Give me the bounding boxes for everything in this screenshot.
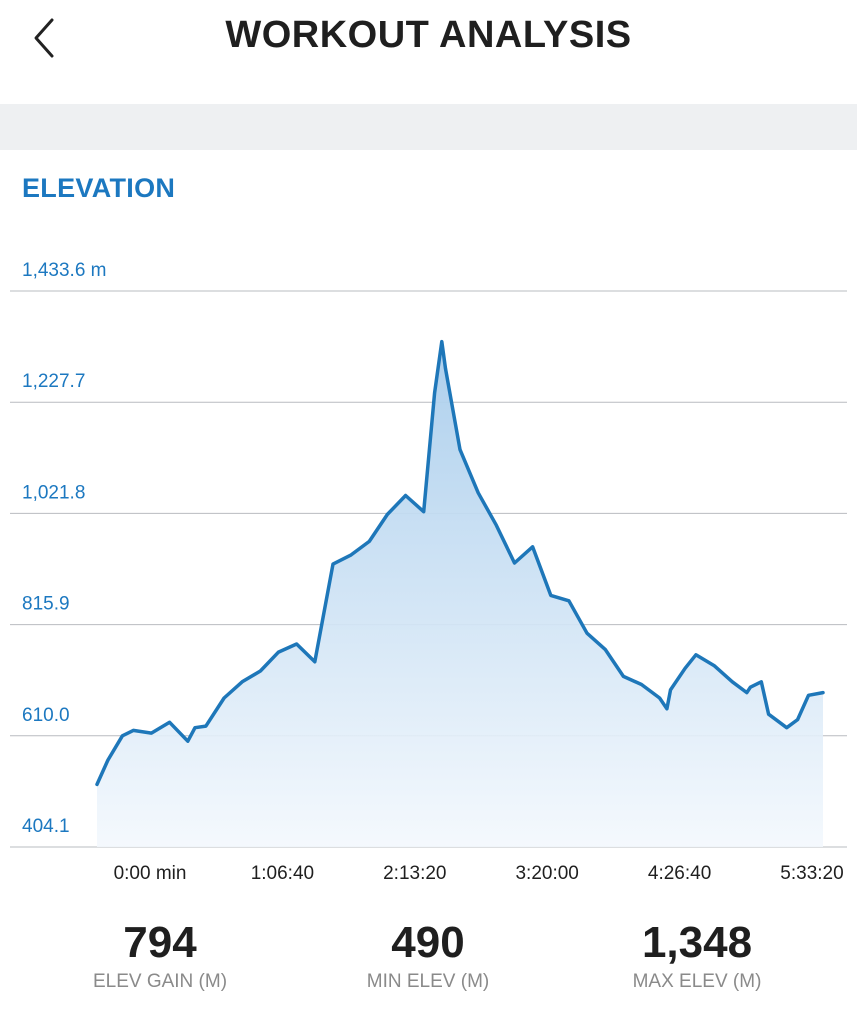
y-tick-label: 1,433.6 m (22, 260, 107, 281)
stat-max-elev-label: MAX ELEV (M) (632, 971, 762, 992)
back-button[interactable] (22, 14, 66, 62)
stat-elev-gain-value: 794 (123, 918, 197, 967)
app-header: WORKOUT ANALYSIS (0, 0, 857, 104)
x-tick-label: 1:06:40 (251, 863, 314, 884)
x-tick-label: 4:26:40 (648, 863, 711, 884)
stat-max-elev: 1,348 MAX ELEV (M) (587, 918, 807, 994)
elevation-line (95, 339, 825, 787)
y-tick-label: 404.1 (22, 816, 70, 837)
x-tick-label: 0:00 min (114, 863, 187, 884)
y-tick-label: 815.9 (22, 594, 70, 615)
x-tick-label: 2:13:20 (383, 863, 446, 884)
section-title-elevation: ELEVATION (22, 173, 176, 203)
chevron-left-icon (34, 18, 54, 58)
stat-min-elev-value: 490 (391, 918, 465, 967)
x-tick-label: 5:33:20 (780, 863, 843, 884)
stat-max-elev-value: 1,348 (641, 918, 753, 967)
y-tick-label: 1,021.8 (22, 482, 85, 503)
divider-band (0, 104, 857, 150)
elevation-area (97, 341, 823, 847)
stat-min-elev-label: MIN ELEV (M) (366, 971, 490, 992)
elevation-chart: 1,433.6 m 1,227.7 1,021.8 815.9 610.0 404.1 0:… (10, 260, 847, 884)
y-tick-label: 610.0 (22, 705, 70, 726)
y-tick-label: 1,227.7 (22, 371, 85, 392)
page-title: WORKOUT ANALYSIS (225, 14, 632, 56)
stat-elev-gain-label: ELEV GAIN (M) (92, 971, 228, 992)
stat-elev-gain: 794 ELEV GAIN (M) (50, 918, 270, 994)
stat-min-elev: 490 MIN ELEV (M) (318, 918, 538, 994)
x-tick-label: 3:20:00 (515, 863, 578, 884)
